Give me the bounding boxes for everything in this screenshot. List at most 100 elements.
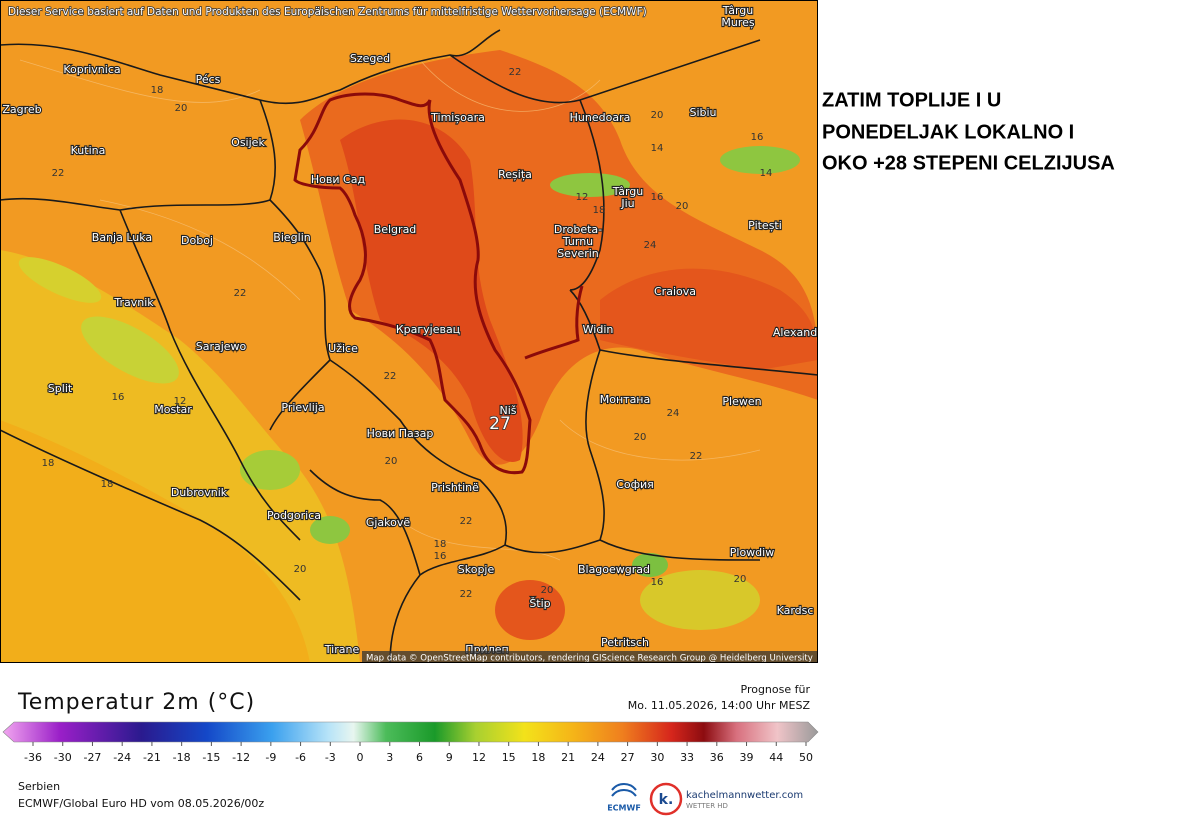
temperature-label: 16 bbox=[434, 551, 447, 562]
temperature-label: 22 bbox=[460, 589, 473, 600]
tick-label: 0 bbox=[357, 751, 364, 764]
temperature-label: 20 bbox=[651, 110, 664, 121]
temperature-label: 18 bbox=[101, 479, 114, 490]
city-label: Plewen bbox=[722, 395, 761, 408]
temperature-label: 20 bbox=[175, 103, 188, 114]
kachelmann-logo-letter: k. bbox=[659, 792, 674, 808]
temperature-label: 22 bbox=[460, 516, 473, 527]
city-label: Užice bbox=[328, 342, 358, 355]
city-label: Dubrovnik bbox=[171, 486, 228, 499]
temperature-label: 18 bbox=[593, 205, 606, 216]
city-label: Gjakovë bbox=[366, 516, 411, 529]
temperature-label: 22 bbox=[234, 288, 247, 299]
forecast-label: Prognose für bbox=[741, 683, 811, 696]
tick-label: -21 bbox=[143, 751, 161, 764]
cool-zone bbox=[310, 516, 350, 544]
tick-label: 18 bbox=[531, 751, 545, 764]
city-label: Belgrad bbox=[374, 223, 417, 236]
city-label: Нови Пазар bbox=[367, 427, 434, 440]
tick-label: 24 bbox=[591, 751, 605, 764]
city-label: Sarajewo bbox=[196, 340, 247, 353]
city-label: Petritsch bbox=[601, 636, 649, 649]
temperature-label: 12 bbox=[576, 192, 589, 203]
site-name: kachelmannwetter.com bbox=[686, 790, 803, 801]
city-label: Skopje bbox=[458, 563, 495, 576]
city-label: Prievlija bbox=[281, 401, 324, 414]
temperature-label: 22 bbox=[52, 168, 65, 179]
city-label: Крагујевац bbox=[396, 323, 460, 336]
city-label: Split bbox=[48, 382, 73, 395]
cool-zone bbox=[720, 146, 800, 174]
city-label: Štip bbox=[529, 597, 550, 610]
tick-label: 6 bbox=[416, 751, 423, 764]
tick-label: -3 bbox=[325, 751, 336, 764]
city-label: Târgu bbox=[722, 4, 753, 17]
temperature-label: 12 bbox=[174, 396, 187, 407]
city-label: София bbox=[616, 478, 654, 491]
cool-zone bbox=[550, 173, 630, 197]
city-label: Plowdiw bbox=[730, 546, 774, 559]
temperature-label: 22 bbox=[509, 67, 522, 78]
temperature-label: 16 bbox=[651, 577, 664, 588]
city-label: Widin bbox=[583, 323, 614, 336]
tick-label: 15 bbox=[502, 751, 516, 764]
temperature-label: 22 bbox=[690, 451, 703, 462]
tick-label: 3 bbox=[386, 751, 393, 764]
city-label: Severin bbox=[557, 247, 599, 260]
city-label: Zagreb bbox=[2, 103, 41, 116]
tick-label: -18 bbox=[173, 751, 191, 764]
city-label: Koprivnica bbox=[63, 63, 120, 76]
tick-label: 36 bbox=[710, 751, 724, 764]
tick-label: 30 bbox=[650, 751, 664, 764]
tick-label: 12 bbox=[472, 751, 486, 764]
temperature-label: 20 bbox=[734, 574, 747, 585]
city-label: Szeged bbox=[350, 52, 390, 65]
legend-title: Temperatur 2m (°C) bbox=[17, 690, 255, 715]
tick-label: -30 bbox=[54, 751, 72, 764]
city-label: Banja Luka bbox=[92, 231, 152, 244]
tick-label: -36 bbox=[24, 751, 42, 764]
hot-zone bbox=[495, 580, 565, 640]
map-frame bbox=[0, 0, 818, 663]
city-label: Pécs bbox=[196, 73, 221, 86]
city-label: Osijek bbox=[231, 136, 265, 149]
city-label: Mostar bbox=[154, 403, 192, 416]
city-label: Prishtinë bbox=[431, 481, 479, 494]
model-run: ECMWF/Global Euro HD vom 08.05.2026/00z bbox=[18, 797, 264, 810]
tick-label: 33 bbox=[680, 751, 694, 764]
side-text: OKO +28 STEPENI CELZIJUSA bbox=[822, 152, 1115, 174]
tick-label: 9 bbox=[446, 751, 453, 764]
city-label: Podgorica bbox=[267, 509, 321, 522]
tick-label: 21 bbox=[561, 751, 575, 764]
country-border bbox=[0, 29, 818, 663]
temperature-label: 14 bbox=[760, 168, 773, 179]
temperature-label: 16 bbox=[751, 132, 764, 143]
region-outline bbox=[293, 92, 532, 475]
temperature-label: 16 bbox=[651, 192, 664, 203]
region-outline bbox=[524, 285, 584, 360]
temperature-label: 27 bbox=[489, 414, 511, 434]
city-label: Blagoewgrad bbox=[578, 563, 650, 576]
tick-label: -6 bbox=[295, 751, 306, 764]
attribution-background bbox=[362, 651, 818, 663]
kachelmann-logo bbox=[649, 782, 683, 816]
city-label: Pitești bbox=[748, 219, 782, 232]
tick-label: 44 bbox=[769, 751, 783, 764]
city-label: Drobeta- bbox=[554, 223, 602, 236]
city-label: Jiu bbox=[620, 197, 634, 210]
color-scale-ticks: -36 -30 -27 -24 -21 -18 -15 -12 -9 -6 -3 0 3 6 9 12 15 18… bbox=[24, 742, 813, 764]
city-label: Bieglin bbox=[273, 231, 310, 244]
side-text: ZATIM TOPLIJE I U bbox=[822, 89, 1001, 111]
color-scale bbox=[2, 721, 819, 743]
city-label: Reșița bbox=[498, 168, 532, 181]
temperature-label: 16 bbox=[112, 392, 125, 403]
city-label: Kardsc bbox=[777, 604, 814, 617]
tick-label: 39 bbox=[740, 751, 754, 764]
city-label: Turnu bbox=[562, 235, 593, 248]
cool-zone bbox=[240, 450, 300, 490]
tick-label: -12 bbox=[232, 751, 250, 764]
temperature-label: 18 bbox=[151, 85, 164, 96]
service-notice: Dieser Service basiert auf Daten und Pro… bbox=[8, 6, 647, 18]
temperature-label: 18 bbox=[42, 458, 55, 469]
